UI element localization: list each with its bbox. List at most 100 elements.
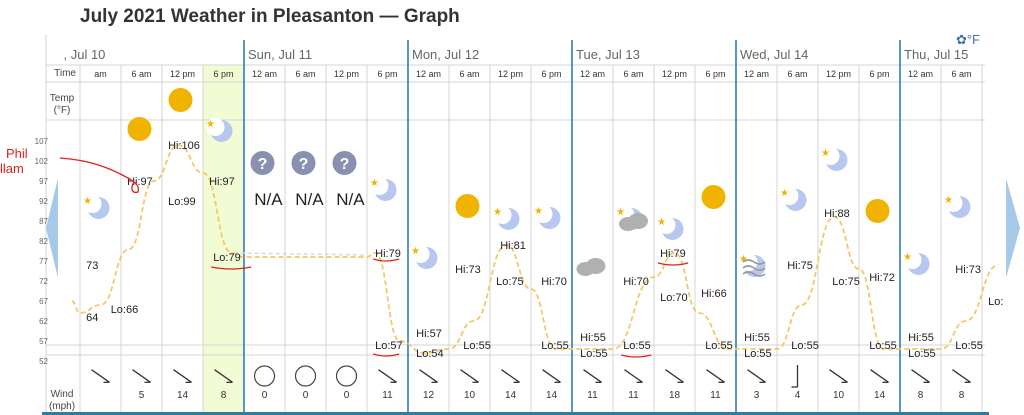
moon-icon-cut (903, 251, 922, 269)
wind-speed-value: 0 (262, 390, 268, 401)
star-icon: ★ (821, 148, 830, 159)
wind-speed-value: 8 (918, 390, 924, 401)
time-label: 12 am (908, 69, 933, 79)
moon-icon-cut (206, 118, 225, 136)
moon-icon-cut (534, 205, 553, 223)
wind-speed-value: 11 (628, 390, 639, 401)
calm-wind-icon (253, 365, 276, 387)
temperature-label: Lo:55 (705, 340, 733, 352)
wind-arrow-icon (911, 369, 930, 383)
cloud-icon-part (585, 258, 606, 274)
time-label: am (94, 69, 107, 79)
wind-arrow-icon (91, 369, 110, 383)
time-label: 12 am (252, 69, 277, 79)
y-tick-label: 82 (39, 237, 48, 246)
star-icon: ★ (657, 217, 666, 228)
wind-speed-value: 14 (505, 390, 517, 401)
wind-arrow-icon (952, 369, 971, 383)
next-arrow-button[interactable] (1006, 178, 1020, 278)
time-row-label: Time (54, 68, 76, 79)
wind-arrow-icon (460, 369, 479, 383)
temperature-label: Hi:81 (500, 240, 526, 252)
temperature-label: 64 (86, 312, 98, 324)
unit-toggle[interactable]: ✿°F (956, 32, 980, 48)
temperature-label: Lo:55 (580, 348, 608, 360)
star-icon: ★ (411, 246, 420, 257)
temperature-label: Lo:55 (908, 348, 936, 360)
highlight-column (203, 65, 244, 412)
prev-arrow-button[interactable] (46, 178, 58, 278)
wind-arrow-icon (132, 369, 151, 383)
temperature-label: Hi:106 (168, 140, 200, 152)
star-icon: ★ (739, 254, 748, 265)
wind-unit-label: (mph) (49, 401, 75, 412)
moon-icon-cut (780, 187, 799, 205)
temperature-label: Lo:55 (623, 340, 651, 352)
temperature-label: Lo:55 (791, 340, 819, 352)
moon-icon-cut (944, 194, 963, 212)
temperature-label: Lo:55 (744, 348, 772, 360)
temperature-label: Hi:79 (375, 248, 401, 260)
no-data-temp-line (233, 252, 368, 256)
moon-icon-cut (411, 245, 430, 263)
temperature-label: N/A (254, 190, 283, 209)
unit-label: °F (966, 32, 980, 47)
y-tick-label: 67 (39, 297, 48, 306)
temperature-label: Lo:55 (541, 340, 569, 352)
wind-speed-value: 12 (423, 390, 435, 401)
temperature-label: Lo:55 (955, 340, 983, 352)
temperature-label: Hi:70 (541, 276, 567, 288)
annotation-stroke (59, 157, 140, 194)
wind-arrow-icon (214, 369, 233, 383)
temperature-label: N/A (336, 190, 365, 209)
fog-icon (742, 271, 766, 277)
moon-icon-cut (370, 177, 389, 195)
time-label: 12 pm (498, 69, 523, 79)
temperature-label: Hi:57 (416, 328, 442, 340)
day-label: Tue, Jul 13 (576, 47, 640, 62)
time-label: 6 am (295, 69, 315, 79)
temperature-label: Lo:75 (832, 276, 860, 288)
temperature-label: Hi:79 (660, 248, 686, 260)
wind-arrow-icon (419, 369, 438, 383)
time-label: 6 pm (377, 69, 397, 79)
temperature-label: Hi:70 (623, 276, 649, 288)
question-mark-icon: ? (299, 156, 309, 173)
y-tick-label: 77 (39, 257, 48, 266)
wind-speed-value: 14 (177, 390, 189, 401)
y-tick-label: 102 (35, 157, 49, 166)
wind-speed-value: 10 (464, 390, 476, 401)
time-label: 6 pm (705, 69, 725, 79)
moon-icon-cut (657, 216, 676, 234)
temperature-label: Hi:97 (209, 176, 235, 188)
wind-speed-value: 11 (710, 390, 721, 401)
wind-speed-value: 5 (139, 390, 145, 401)
star-icon: ★ (493, 207, 502, 218)
wind-arrow-icon (870, 369, 889, 383)
day-label: , Jul 10 (64, 47, 106, 62)
wind-speed-value: 0 (344, 390, 350, 401)
wind-arrow-icon (378, 369, 397, 383)
temperature-label: Hi:73 (955, 264, 981, 276)
wind-arrow-icon (542, 369, 561, 383)
time-label: 12 pm (826, 69, 851, 79)
time-label: 12 pm (662, 69, 687, 79)
y-tick-label: 62 (39, 317, 48, 326)
wind-speed-value: 8 (221, 390, 227, 401)
footer-bar (42, 412, 989, 415)
unknown-weather-icon (291, 151, 316, 175)
wind-arrow-icon (747, 369, 766, 383)
temperature-label: Lo:55 (869, 340, 897, 352)
moon-icon-cut (493, 206, 512, 224)
time-label: 6 pm (869, 69, 889, 79)
cloud-icon-part (628, 213, 648, 229)
annotation-underline (211, 266, 252, 270)
temperature-label: Hi:72 (869, 272, 895, 284)
temperature-label: Hi:88 (824, 208, 850, 220)
moon-icon-cut (83, 195, 102, 213)
time-label: 12 pm (170, 69, 195, 79)
star-icon: ★ (206, 119, 215, 130)
y-tick-label: 92 (39, 197, 48, 206)
handwritten-annotation: llam (0, 161, 24, 176)
